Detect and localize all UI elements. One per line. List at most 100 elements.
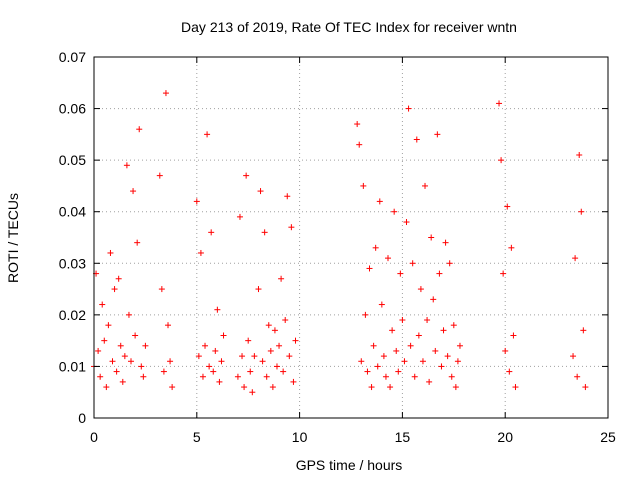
y-tick-label: 0.02 <box>59 307 86 323</box>
data-point <box>162 90 169 97</box>
data-point <box>362 311 369 318</box>
data-point <box>452 384 459 391</box>
data-point <box>578 208 585 215</box>
data-point <box>109 358 116 365</box>
data-point <box>512 384 519 391</box>
y-tick-label: 0.07 <box>59 49 86 65</box>
data-point <box>111 286 118 293</box>
data-point <box>378 301 385 308</box>
data-point <box>193 198 200 205</box>
data-point <box>413 136 420 143</box>
data-point <box>273 363 280 370</box>
data-point <box>251 353 258 360</box>
data-point <box>454 358 461 365</box>
data-point <box>417 286 424 293</box>
data-point <box>496 100 503 107</box>
data-point <box>103 384 110 391</box>
data-point <box>218 358 225 365</box>
data-point <box>123 162 130 169</box>
x-tick-label: 5 <box>193 429 201 445</box>
data-point <box>415 332 422 339</box>
data-point <box>138 363 145 370</box>
data-point <box>389 327 396 334</box>
data-point <box>269 384 276 391</box>
data-point <box>121 353 128 360</box>
data-point <box>165 322 172 329</box>
data-points <box>91 90 589 396</box>
plot-frame <box>93 56 609 419</box>
data-point <box>368 384 375 391</box>
data-point <box>271 327 278 334</box>
data-point <box>132 332 139 339</box>
data-point <box>140 373 147 380</box>
grid-layer <box>94 57 608 418</box>
data-point <box>234 373 241 380</box>
y-tick-label: 0 <box>78 410 86 426</box>
data-point <box>448 373 455 380</box>
data-point <box>354 121 361 128</box>
data-point <box>434 131 441 138</box>
y-tick-label: 0.05 <box>59 152 86 168</box>
data-point <box>263 373 270 380</box>
data-point <box>216 378 223 385</box>
data-point <box>426 378 433 385</box>
data-point <box>99 301 106 308</box>
data-point <box>117 342 124 349</box>
data-point <box>582 384 589 391</box>
data-point <box>214 306 221 313</box>
data-point <box>255 286 262 293</box>
data-point <box>206 363 213 370</box>
y-tick-label: 0.03 <box>59 255 86 271</box>
data-point <box>158 286 165 293</box>
data-point <box>197 249 204 256</box>
data-point <box>167 358 174 365</box>
data-point <box>364 368 371 375</box>
data-point <box>259 358 266 365</box>
data-point <box>399 317 406 324</box>
data-point <box>267 347 274 354</box>
data-point <box>202 342 209 349</box>
data-point <box>113 368 120 375</box>
data-point <box>208 229 215 236</box>
data-point <box>393 347 400 354</box>
data-point <box>119 378 126 385</box>
data-point <box>411 373 418 380</box>
data-point <box>438 363 445 370</box>
data-point <box>510 332 517 339</box>
data-point <box>247 368 254 375</box>
y-tick-labels: 0 0.01 0.02 0.03 0.04 0.05 0.06 0.07 <box>59 49 86 426</box>
data-point <box>391 208 398 215</box>
data-point <box>236 213 243 220</box>
data-point <box>440 327 447 334</box>
data-point <box>290 378 297 385</box>
data-point <box>376 198 383 205</box>
data-point <box>292 337 299 344</box>
data-point <box>156 172 163 179</box>
data-point <box>405 105 412 112</box>
x-tick-label: 0 <box>90 429 98 445</box>
y-axis-title: ROTI / TECUs <box>5 193 21 283</box>
data-point <box>382 373 389 380</box>
x-tick-label: 15 <box>395 429 411 445</box>
data-point <box>265 322 272 329</box>
data-point <box>446 260 453 267</box>
data-point <box>195 353 202 360</box>
data-point <box>506 368 513 375</box>
data-point <box>401 358 408 365</box>
data-point <box>430 296 437 303</box>
data-point <box>199 373 206 380</box>
data-point <box>105 322 112 329</box>
data-point <box>358 358 365 365</box>
data-point <box>508 244 515 251</box>
data-point <box>288 224 295 231</box>
data-point <box>356 141 363 148</box>
data-point <box>370 342 377 349</box>
data-point <box>125 311 132 318</box>
data-point <box>424 317 431 324</box>
data-point <box>366 265 373 272</box>
data-point <box>204 131 211 138</box>
data-point <box>136 126 143 133</box>
data-point <box>422 182 429 189</box>
data-point <box>360 182 367 189</box>
